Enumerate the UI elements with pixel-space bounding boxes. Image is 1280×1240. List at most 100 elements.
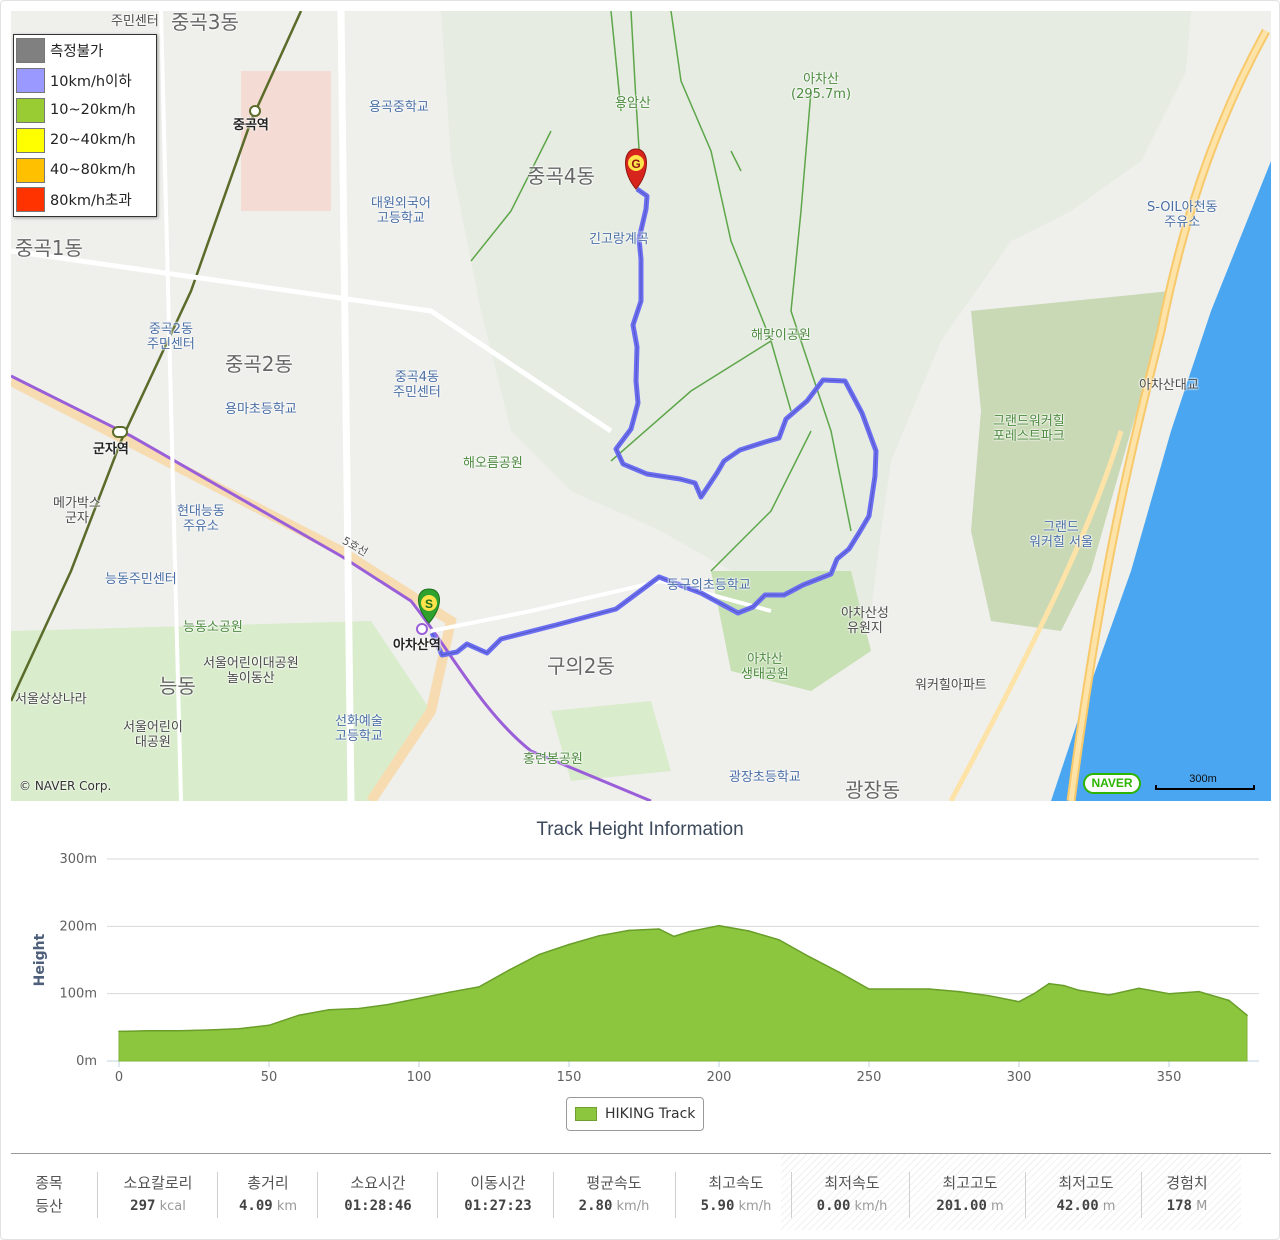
subway-line-7: [11, 11, 303, 702]
stat-item: 최저고도 42.00 m: [1031, 1172, 1141, 1218]
speed-legend-label: 20~40km/h: [50, 132, 136, 149]
label-gwangjang-elementary: 광장초등학교: [729, 770, 801, 785]
stat-divider: [317, 1172, 318, 1218]
stat-value-row: 4.09 km: [223, 1195, 313, 1218]
x-tick-label: 50: [261, 1070, 278, 1085]
label-daewon: 대원외국어 고등학교: [371, 196, 431, 226]
elevation-point: [178, 1029, 180, 1032]
label-walkerhill-apt: 워커힐아파트: [915, 678, 987, 693]
label-seoul-sangsang: 서울상상나라: [15, 692, 87, 707]
label-neungdong-center: 능동주민센터: [105, 572, 177, 587]
stat-value-row: 01:27:23: [443, 1195, 553, 1218]
height-chart-plot: 0m 100m 200m 300m 0 50 100 150 200 250 300 350 Heigh…: [32, 852, 1259, 1085]
elevation-point: [1078, 989, 1080, 992]
y-tick-label: 0m: [76, 1054, 97, 1069]
speed-legend-row: 10~20km/h: [15, 96, 155, 126]
label-junggok4-center: 중곡4동 주민센터: [393, 370, 441, 400]
elevation-point: [508, 969, 510, 971]
stat-value: 42.00: [1056, 1198, 1099, 1214]
x-tick-label: 250: [857, 1070, 882, 1085]
speed-legend-swatch: [16, 38, 45, 64]
start-marker[interactable]: S: [418, 588, 440, 624]
elevation-point: [1108, 994, 1110, 996]
y-axis-label: Height: [32, 933, 48, 986]
stat-value: 297: [130, 1198, 156, 1214]
speed-legend-row: 40~80km/h: [15, 155, 155, 185]
stat-label: 종목: [35, 1174, 63, 1192]
y-tick-label: 300m: [60, 852, 97, 867]
goal-marker[interactable]: G: [625, 148, 647, 190]
label-hyundai: 현대능동 주유소: [177, 504, 225, 534]
x-tick-label: 0: [115, 1070, 123, 1085]
subway-line-5: [11, 374, 652, 801]
stat-item: 소요칼로리 297 kcal: [103, 1172, 213, 1218]
label-seoul-children: 서울어린이 대공원: [123, 720, 183, 750]
stat-label: 경험치: [1166, 1174, 1208, 1192]
stat-divider: [791, 1172, 792, 1218]
elevation-point: [568, 943, 570, 946]
stat-unit: km: [272, 1199, 298, 1214]
elevation-point: [1033, 992, 1035, 995]
label-grand-hotel: 그랜드 워커힐 서울: [1029, 520, 1093, 550]
stat-value: 4.09: [238, 1198, 273, 1214]
elevation-point: [388, 1003, 390, 1006]
elevation-point: [928, 988, 930, 990]
speed-legend-swatch: [16, 187, 45, 213]
elevation-point: [118, 1030, 120, 1033]
stat-divider: [1025, 1172, 1026, 1218]
hiking-trails: [470, 11, 852, 572]
stat-value-row: 178 M: [1147, 1195, 1227, 1218]
stat-divider: [97, 1172, 98, 1218]
elevation-point: [598, 935, 600, 937]
station-block: [241, 71, 331, 211]
label-achasan-bridge: 아차산대교: [1139, 378, 1199, 393]
label-gingo-valley: 긴고랑계곡: [589, 232, 649, 247]
stat-unit: km/h: [850, 1199, 888, 1214]
stat-value: 01:28:46: [344, 1198, 412, 1214]
speed-legend-swatch: [16, 127, 45, 153]
stat-item: 종목 등산: [19, 1172, 79, 1218]
elevation-point: [988, 994, 990, 997]
stat-value: 201.00: [936, 1198, 987, 1214]
label-hongryeonbong: 홍련봉공원: [523, 752, 583, 767]
han-river: [1051, 161, 1271, 801]
label-megabox: 메가박스 군자: [53, 496, 101, 526]
label-junggok2: 중곡2동: [225, 352, 293, 376]
label-seonhwa: 선화예술 고등학교: [335, 714, 383, 744]
elevation-point: [898, 988, 900, 990]
label-gunja-station: 군자역: [93, 442, 129, 457]
stat-divider: [217, 1172, 218, 1218]
elevation-point: [358, 1007, 360, 1010]
chart-legend-item[interactable]: HIKING Track: [566, 1097, 705, 1131]
stat-label: 이동시간: [470, 1174, 526, 1192]
naver-logo: NAVER: [1083, 773, 1141, 794]
elevation-point: [328, 1009, 330, 1011]
x-tick-label: 100: [407, 1070, 432, 1085]
stat-value-row: 01:28:46: [323, 1195, 433, 1218]
stat-item: 이동시간 01:27:23: [443, 1172, 553, 1218]
elevation-point: [1228, 999, 1230, 1002]
stat-item: 최고속도 5.90 km/h: [681, 1172, 791, 1218]
route-map[interactable]: S G 중곡3동 주민센터 중곡1동 중곡역 용곡중학교 대원외국어 고등학교 …: [11, 11, 1271, 801]
label-gwangjang: 광장동: [845, 778, 901, 802]
height-chart: Track Height Information 0m 100m 200m 300m 0…: [11, 809, 1271, 1144]
stat-label: 최저고도: [1058, 1174, 1114, 1192]
elevation-point: [1138, 987, 1140, 990]
label-soil: S-OIL아천동 주유소: [1147, 200, 1218, 230]
label-achasan-peak: 아차산 (295.7m): [791, 72, 852, 102]
legend-swatch: [575, 1107, 597, 1121]
stat-value-row: 297 kcal: [103, 1195, 213, 1218]
y-tick-label: 100m: [60, 987, 97, 1002]
label-junggok1: 중곡1동: [15, 236, 83, 260]
label-yongma: 용마초등학교: [225, 402, 297, 417]
stat-unit: km/h: [612, 1199, 650, 1214]
start-marker-label: S: [425, 597, 433, 611]
speed-legend-label: 40~80km/h: [50, 162, 136, 179]
elevation-point: [808, 955, 810, 958]
label-heoreum-park: 해오름공원: [463, 456, 523, 471]
label-junggok3-center: 주민센터: [111, 14, 159, 29]
stat-value-row: 42.00 m: [1031, 1195, 1141, 1218]
label-yonggok-middle: 용곡중학교: [369, 100, 429, 115]
stat-unit: m: [1098, 1199, 1116, 1214]
stat-label: 최고속도: [708, 1174, 764, 1192]
